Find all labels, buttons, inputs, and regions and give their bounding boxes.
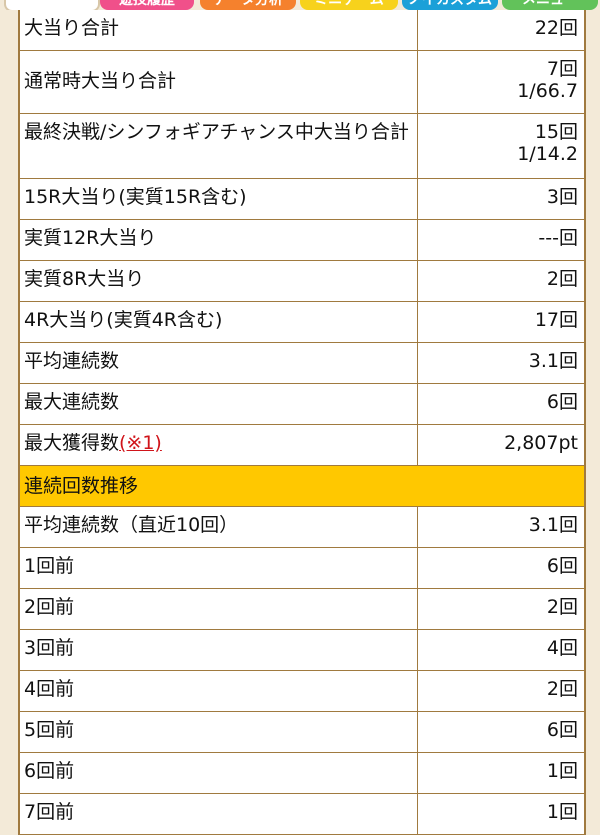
tab-menu[interactable]: メニュー (502, 0, 598, 10)
history-label: 7回前 (20, 794, 418, 834)
history-label: 1回前 (20, 548, 418, 588)
stat-label: 4R大当り(実質4R含む) (20, 302, 418, 342)
stat-value: 7回 (546, 58, 578, 80)
history-row: 平均連続数（直近10回） 3.1回 (20, 507, 584, 548)
history-row: 1回前 6回 (20, 548, 584, 589)
history-value: 2回 (546, 596, 578, 618)
tab-current[interactable] (4, 0, 100, 10)
stat-value: ---回 (538, 227, 578, 249)
history-label: 2回前 (20, 589, 418, 629)
section-header: 連続回数推移 (20, 466, 584, 507)
stat-label: 実質8R大当り (20, 261, 418, 301)
stat-value: 15回 (534, 121, 578, 143)
stat-value: 3.1回 (528, 350, 578, 372)
stat-row: 大当り合計 22回 (20, 10, 584, 51)
stat-label: 実質12R大当り (20, 220, 418, 260)
stat-row: 実質12R大当り ---回 (20, 220, 584, 261)
history-value: 3.1回 (528, 514, 578, 536)
history-row: 3回前 4回 (20, 630, 584, 671)
tab-data-analysis[interactable]: データ分析 (200, 0, 296, 10)
stat-probability: 1/14.2 (517, 143, 578, 165)
stat-value: 22回 (534, 17, 578, 39)
tab-play-history[interactable]: 遊技履歴 (100, 0, 194, 10)
stat-value-group: 15回 1/14.2 (418, 114, 584, 178)
stat-value-group: 7回 1/66.7 (418, 51, 584, 113)
history-label: 6回前 (20, 753, 418, 793)
stats-table: 大当り合計 22回 通常時大当り合計 7回 1/66.7 最終決戦/シンフォギア… (18, 10, 586, 835)
stat-row: 最大連続数 6回 (20, 384, 584, 425)
history-label: 5回前 (20, 712, 418, 752)
stat-value: 3回 (546, 186, 578, 208)
stat-label: 平均連続数 (20, 343, 418, 383)
history-row: 7回前 1回 (20, 794, 584, 835)
history-row: 6回前 1回 (20, 753, 584, 794)
stat-label: 通常時大当り合計 (20, 51, 418, 113)
stat-row: 通常時大当り合計 7回 1/66.7 (20, 51, 584, 114)
stat-label: 最大獲得数 (24, 432, 120, 454)
stat-row: 4R大当り(実質4R含む) 17回 (20, 302, 584, 343)
stat-probability: 1/66.7 (517, 80, 578, 102)
stat-row: 実質8R大当り 2回 (20, 261, 584, 302)
tab-label: ノイカスタム (408, 0, 492, 8)
stat-row: 最終決戦/シンフォギアチャンス中大当り合計 15回 1/14.2 (20, 114, 584, 179)
tab-label: ミニゲーム (314, 0, 384, 8)
history-row: 4回前 2回 (20, 671, 584, 712)
history-value: 6回 (546, 719, 578, 741)
history-label: 平均連続数（直近10回） (20, 507, 418, 547)
footnote-link[interactable]: (※1) (119, 432, 162, 454)
history-value: 1回 (546, 760, 578, 782)
stat-label-cell: 最大獲得数(※1) (20, 425, 418, 465)
tab-custom[interactable]: ノイカスタム (402, 0, 498, 10)
history-label: 3回前 (20, 630, 418, 670)
history-label: 4回前 (20, 671, 418, 711)
stat-row: 15R大当り(実質15R含む) 3回 (20, 179, 584, 220)
history-value: 6回 (546, 555, 578, 577)
stat-row: 平均連続数 3.1回 (20, 343, 584, 384)
history-row: 5回前 6回 (20, 712, 584, 753)
stat-label: 大当り合計 (20, 10, 418, 50)
top-tab-bar: 遊技履歴 データ分析 ミニゲーム ノイカスタム メニュー (0, 0, 600, 10)
stat-label: 最終決戦/シンフォギアチャンス中大当り合計 (20, 114, 418, 178)
stat-row: 最大獲得数(※1) 2,807pt (20, 425, 584, 466)
tab-label: データ分析 (213, 0, 283, 8)
history-value: 4回 (546, 637, 578, 659)
stat-label: 最大連続数 (20, 384, 418, 424)
tab-label: 遊技履歴 (119, 0, 175, 8)
history-row: 2回前 2回 (20, 589, 584, 630)
stat-value: 6回 (546, 391, 578, 413)
stat-value: 17回 (534, 309, 578, 331)
stat-value: 2,807pt (504, 432, 578, 454)
tab-label: メニュー (522, 0, 578, 8)
tab-mini-game[interactable]: ミニゲーム (300, 0, 398, 10)
stat-value: 2回 (546, 268, 578, 290)
history-value: 2回 (546, 678, 578, 700)
stat-label: 15R大当り(実質15R含む) (20, 179, 418, 219)
history-value: 1回 (546, 801, 578, 823)
